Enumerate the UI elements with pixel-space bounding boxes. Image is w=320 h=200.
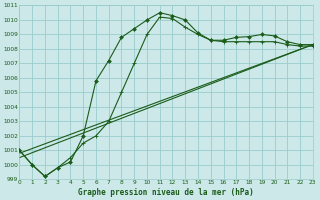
- X-axis label: Graphe pression niveau de la mer (hPa): Graphe pression niveau de la mer (hPa): [78, 188, 254, 197]
